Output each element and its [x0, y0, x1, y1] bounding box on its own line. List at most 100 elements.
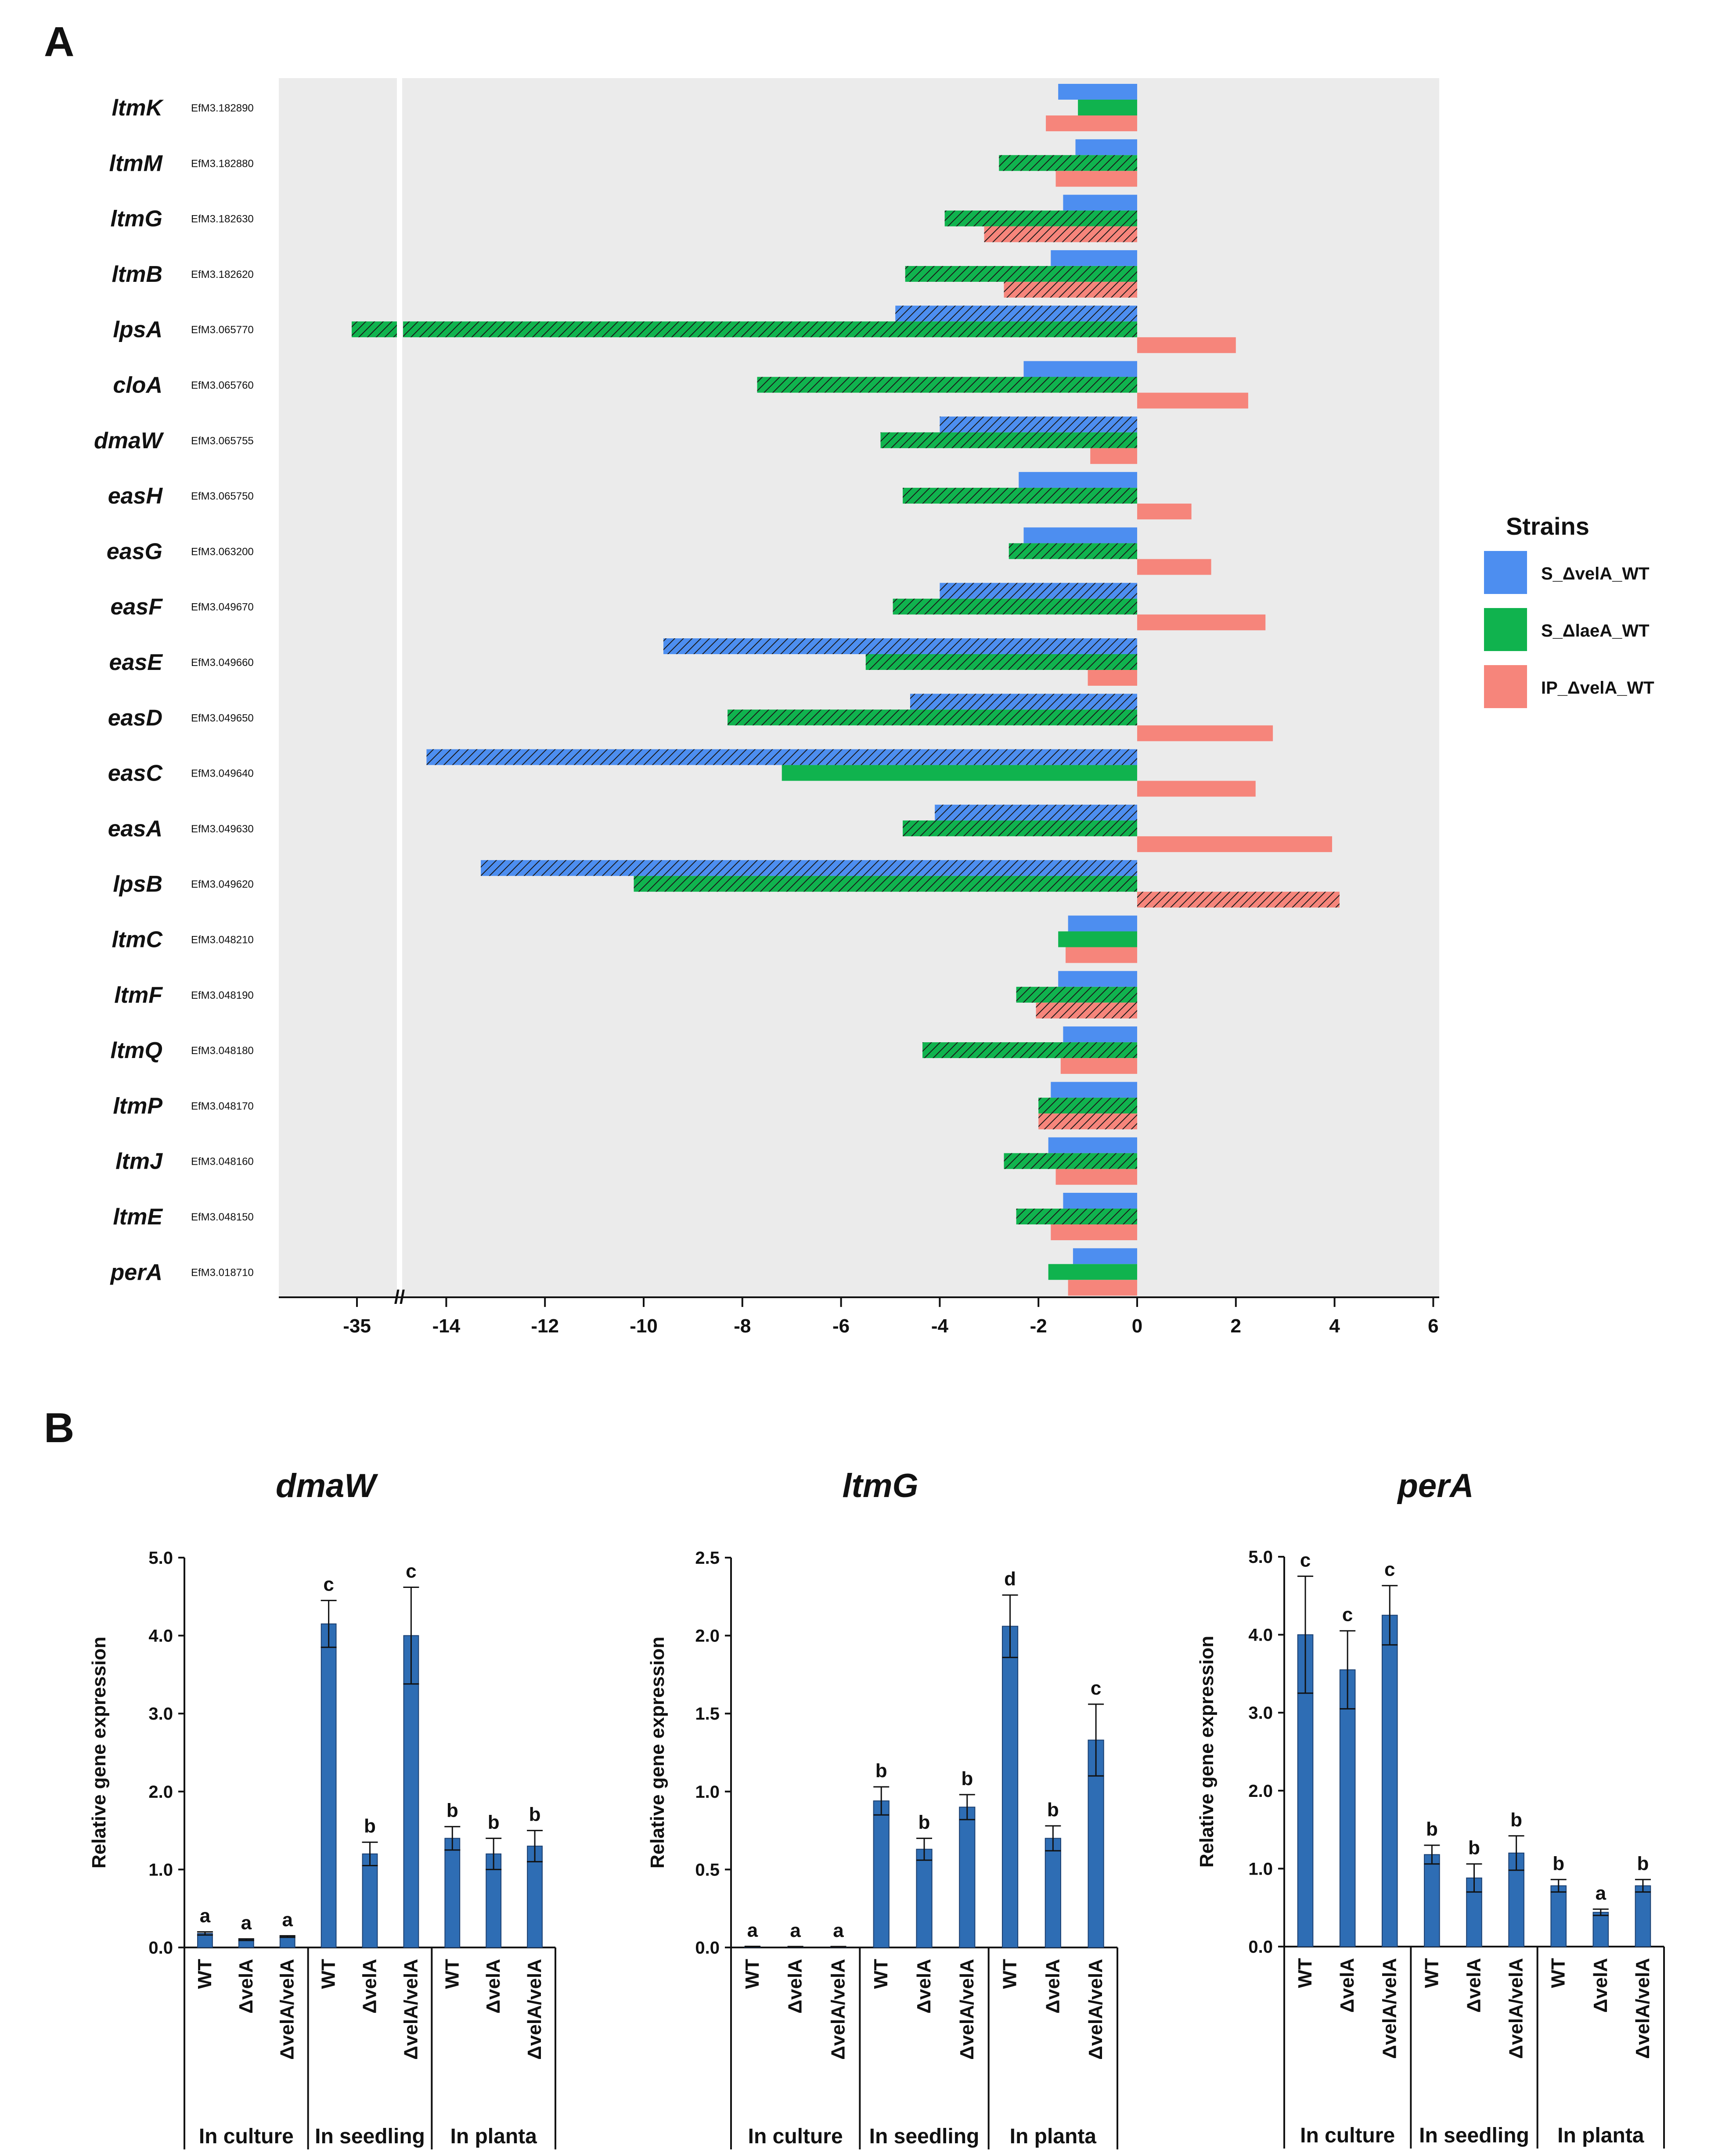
legend-title: Strains [1506, 512, 1589, 540]
bar-hatch-s-laea-wt-easd [728, 709, 1137, 726]
gene-label-pera: perA [110, 1260, 162, 1285]
bar-pera-4 [1424, 1854, 1440, 1947]
bar-ip-vela-wt-easf [1137, 614, 1266, 630]
bar-hatch-s-laea-wt-ltmg [944, 210, 1137, 227]
bar-hatch-ip-vela-wt-ltmg [984, 226, 1137, 242]
significance-letter: c [1342, 1604, 1353, 1626]
bar-hatch-s-laea-wt-lpsa [403, 321, 1137, 338]
significance-letter: b [875, 1760, 887, 1782]
bar-hatch-s-vela-wt-dmaw [940, 416, 1137, 432]
bar-hatch-s-laea-wt-ltmj [1004, 1153, 1137, 1169]
category-label: ΔvelA [1336, 1958, 1358, 2013]
gene-id-ltmj: EfM3.048160 [191, 1156, 254, 1168]
category-label: WT [1294, 1958, 1316, 1988]
gene-id-easa: EfM3.049630 [191, 823, 254, 835]
x-tick-label: 2 [1231, 1315, 1241, 1337]
gene-id-ltmq: EfM3.048180 [191, 1045, 254, 1057]
gene-label-ltmj: ltmJ [115, 1149, 163, 1174]
bar-hatch-ip-vela-wt-lpsb [1137, 892, 1340, 908]
legend-swatch-s-vela [1484, 551, 1527, 594]
bar-ltmg-6 [959, 1807, 976, 1948]
bar-dmaw-6 [403, 1635, 419, 1948]
significance-letter: c [323, 1574, 334, 1595]
significance-letter: a [833, 1920, 844, 1941]
significance-letter: c [1384, 1559, 1395, 1580]
gene-label-ltmg: ltmG [111, 206, 162, 232]
significance-letter: a [1596, 1882, 1607, 1904]
bar-s-vela-wt-ltmg [1063, 194, 1137, 211]
category-label: ΔvelA [1042, 1959, 1063, 2014]
bar-hatch-s-vela-wt-easa [935, 804, 1137, 821]
category-label: ΔvelA/velA [956, 1959, 978, 2060]
significance-letter: b [1426, 1818, 1438, 1840]
x-tick-label: -35 [343, 1315, 371, 1337]
gene-id-easc: EfM3.049640 [191, 768, 254, 780]
group-label-in-culture: In culture [199, 2125, 294, 2148]
bar-ip-vela-wt-cloa [1137, 392, 1248, 409]
gene-id-ltme: EfM3.048150 [191, 1211, 254, 1223]
bar-s-laea-wt-easc [782, 765, 1137, 781]
category-label: ΔvelA/velA [524, 1959, 545, 2060]
category-label: ΔvelA [483, 1959, 504, 2014]
panel-a-chart: ltmK EfM3.182890 ltmM EfM3.182880 ltmG EfM3.1… [94, 78, 1439, 1337]
plot-background [279, 78, 1439, 1297]
bar-pera-3 [1381, 1615, 1398, 1947]
panel-a-label: A [44, 18, 74, 65]
gene-label-ltmq: ltmQ [111, 1038, 162, 1063]
gene-label-lpsa: lpsA [113, 317, 162, 342]
category-label: WT [194, 1959, 216, 1989]
gene-id-ltmk: EfM3.182890 [191, 102, 254, 114]
y-tick-label: 2.0 [148, 1782, 173, 1802]
gene-id-easg: EfM3.063200 [191, 546, 254, 558]
x-axis: -35 -14 -12 -10 -8 -6 -4 -2 0 2 4 6 // [279, 1286, 1439, 1337]
bar-hatch-s-laea-wt-ltme [1016, 1209, 1137, 1224]
bar-hatch-s-vela-wt-lpsb [481, 860, 1137, 876]
gene-label-cloa: cloA [113, 373, 162, 398]
gene-id-dmaw: EfM3.065755 [191, 435, 254, 447]
gene-id-ltmb: EfM3.182620 [191, 269, 254, 281]
bar-dmaw-3 [279, 1936, 295, 1948]
bar-ltmg-8 [1045, 1838, 1061, 1948]
bar-hatch-s-laea-wt-dmaw [880, 432, 1137, 448]
bar-pera-2 [1339, 1669, 1356, 1947]
bars-layer [352, 84, 1340, 1296]
bar-pera-7 [1550, 1885, 1567, 1947]
bar-pera-8 [1592, 1911, 1609, 1947]
bar-s-vela-wt-ltme [1063, 1193, 1137, 1209]
y-tick-label: 0.0 [1248, 1937, 1273, 1957]
bar-s-vela-wt-cloa [1023, 361, 1137, 377]
significance-letter: a [241, 1912, 252, 1933]
category-label: WT [742, 1959, 763, 1989]
bar-hatch-s-laea-wt-easa [903, 820, 1137, 836]
gene-id-ltmg: EfM3.182630 [191, 213, 254, 225]
bar-ip-vela-wt-pera [1068, 1280, 1137, 1296]
bar-ip-vela-wt-ltmc [1066, 947, 1137, 963]
gene-id-ltmp: EfM3.048170 [191, 1100, 254, 1112]
bar-break-hatch-s-laea-wt-lpsa [352, 321, 397, 338]
bar-s-vela-wt-ltmc [1068, 915, 1137, 932]
category-label: ΔvelA/velA [1379, 1958, 1400, 2059]
y-tick-label: 2.0 [1248, 1782, 1273, 1801]
category-label: WT [441, 1959, 463, 1989]
gene-label-ease: easE [109, 650, 163, 675]
bar-hatch-s-laea-wt-ltmp [1038, 1098, 1137, 1114]
gene-id-easf: EfM3.049670 [191, 601, 254, 613]
x-tick-label: -12 [531, 1315, 559, 1337]
group-label-in-culture: In culture [1300, 2124, 1395, 2147]
gene-id-lpsa: EfM3.065770 [191, 324, 254, 336]
bar-dmaw-9 [527, 1846, 543, 1948]
category-label: ΔvelA/velA [1085, 1959, 1106, 2060]
gene-id-ltmc: EfM3.048210 [191, 934, 254, 946]
bar-ltmg-5 [916, 1849, 933, 1948]
significance-letter: b [447, 1800, 458, 1821]
y-tick-label: 1.5 [695, 1704, 720, 1724]
significance-letter: c [1091, 1677, 1101, 1699]
significance-letter: b [1637, 1853, 1649, 1874]
bar-ip-vela-wt-ltme [1051, 1224, 1137, 1240]
gene-id-lpsb: EfM3.049620 [191, 878, 254, 890]
axis-break-symbol: // [394, 1286, 405, 1308]
y-tick-label: 4.0 [148, 1627, 173, 1646]
bar-hatch-ip-vela-wt-ltmp [1038, 1113, 1137, 1130]
x-tick-label: -14 [432, 1315, 461, 1337]
y-tick-label: 0.0 [148, 1938, 173, 1958]
